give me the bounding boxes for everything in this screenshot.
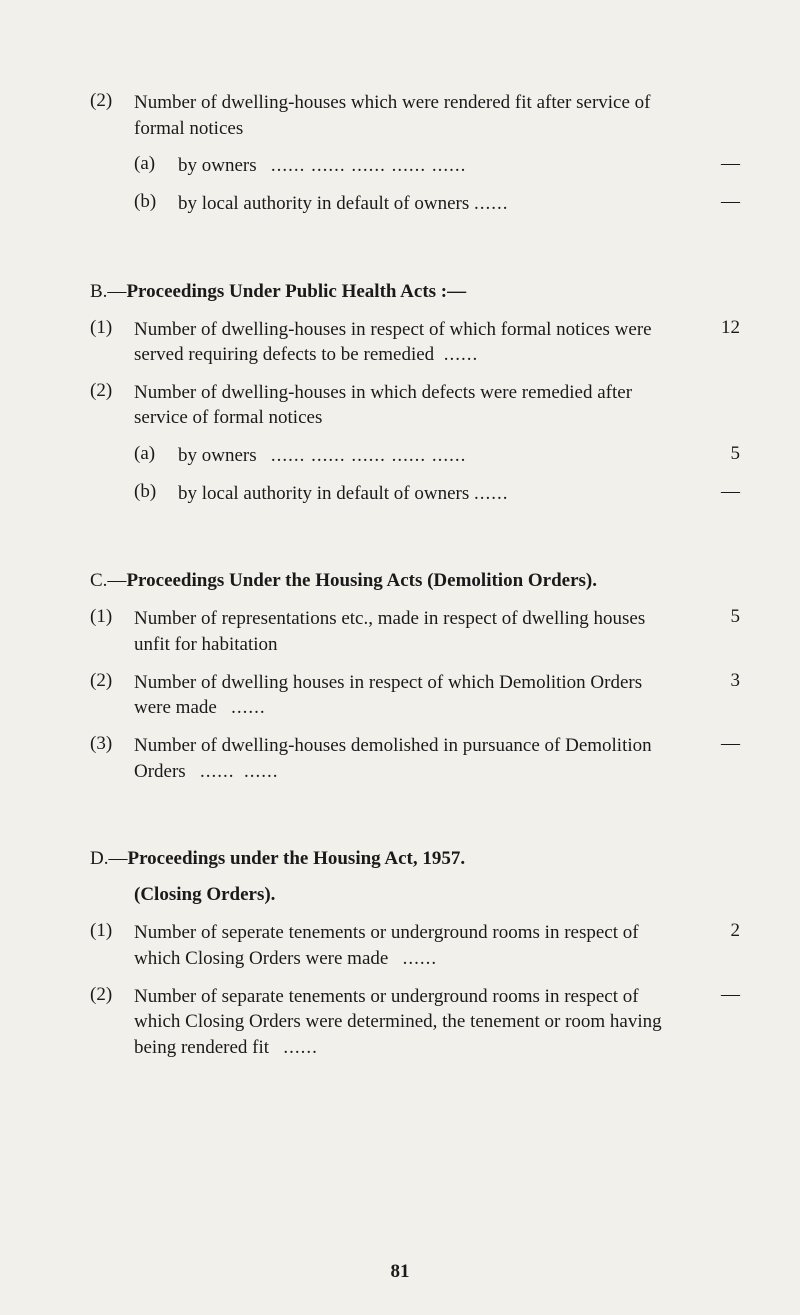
item-value: — <box>680 733 740 755</box>
item-value: 2 <box>680 920 740 942</box>
sub-text: by owners ...... ...... ...... ...... ..… <box>178 153 680 179</box>
item-text: Number of dwelling-houses which were ren… <box>134 90 680 141</box>
sub-value: — <box>680 153 740 175</box>
item-number: (1) <box>90 920 134 942</box>
sub-label: (a) <box>134 153 178 175</box>
item-number: (2) <box>90 984 134 1006</box>
section-a-item2: (2) Number of dwelling-houses which were… <box>90 90 740 217</box>
section-d: D.—Proceedings under the Housing Act, 19… <box>90 848 740 1060</box>
item-value: 12 <box>680 317 740 339</box>
section-b: B.—Proceedings Under Public Health Acts … <box>90 281 740 507</box>
list-item: (2) Number of dwelling-houses in which d… <box>90 380 740 431</box>
sub-item-a: (a) by owners ...... ...... ...... .....… <box>90 153 740 179</box>
heading-text: C.—Proceedings Under the Housing Acts (D… <box>90 570 597 592</box>
section-heading: D.—Proceedings under the Housing Act, 19… <box>90 848 740 870</box>
sub-text: by local authority in default of owners … <box>178 481 680 507</box>
heading-text: B.—Proceedings Under Public Health Acts … <box>90 281 466 303</box>
sub-item-b: (b) by local authority in default of own… <box>90 481 740 507</box>
list-item: (2) Number of dwelling-houses which were… <box>90 90 740 141</box>
sub-item-b: (b) by local authority in default of own… <box>90 191 740 217</box>
item-value: 3 <box>680 670 740 692</box>
sub-value: 5 <box>680 443 740 465</box>
section-heading: B.—Proceedings Under Public Health Acts … <box>90 281 740 303</box>
page-number: 81 <box>0 1261 800 1283</box>
list-item: (2) Number of dwelling houses in respect… <box>90 670 740 721</box>
list-item: (1) Number of dwelling-houses in respect… <box>90 317 740 368</box>
sub-value: — <box>680 191 740 213</box>
sub-item-a: (a) by owners ...... ...... ...... .....… <box>90 443 740 469</box>
item-number: (1) <box>90 317 134 339</box>
section-c: C.—Proceedings Under the Housing Acts (D… <box>90 570 740 784</box>
list-item: (1) Number of representations etc., made… <box>90 606 740 657</box>
item-text: Number of separate tenements or undergro… <box>134 984 680 1061</box>
item-number: (2) <box>90 670 134 692</box>
sub-text: by local authority in default of owners … <box>178 191 680 217</box>
item-text: Number of dwelling-houses demolished in … <box>134 733 680 784</box>
item-number: (2) <box>90 380 134 402</box>
list-item: (2) Number of separate tenements or unde… <box>90 984 740 1061</box>
sub-label: (a) <box>134 443 178 465</box>
item-text: Number of dwelling houses in respect of … <box>134 670 680 721</box>
item-number: (2) <box>90 90 134 112</box>
item-value: — <box>680 984 740 1006</box>
item-value: 5 <box>680 606 740 628</box>
sub-value: — <box>680 481 740 503</box>
item-text: Number of representations etc., made in … <box>134 606 680 657</box>
sub-text: by owners ...... ...... ...... ...... ..… <box>178 443 680 469</box>
sub-label: (b) <box>134 481 178 503</box>
section-subheading: (Closing Orders). <box>134 884 740 906</box>
sub-label: (b) <box>134 191 178 213</box>
list-item: (1) Number of seperate tenements or unde… <box>90 920 740 971</box>
item-text: Number of seperate tenements or undergro… <box>134 920 680 971</box>
item-text: Number of dwelling-houses in respect of … <box>134 317 680 368</box>
document-page: (2) Number of dwelling-houses which were… <box>0 0 800 1315</box>
section-heading: C.—Proceedings Under the Housing Acts (D… <box>90 570 740 592</box>
heading-text: D.—Proceedings under the Housing Act, 19… <box>90 848 465 870</box>
list-item: (3) Number of dwelling-houses demolished… <box>90 733 740 784</box>
item-number: (3) <box>90 733 134 755</box>
item-number: (1) <box>90 606 134 628</box>
item-text: Number of dwelling-houses in which defec… <box>134 380 680 431</box>
